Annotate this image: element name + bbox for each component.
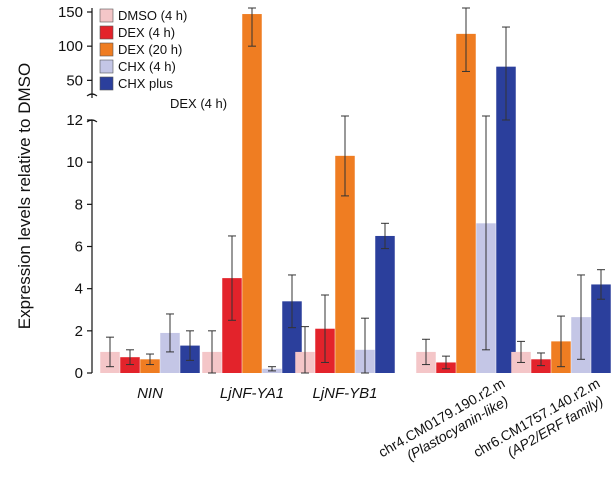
legend-swatch	[99, 25, 114, 40]
legend-label: DEX (4 h)	[118, 25, 175, 40]
bar	[456, 33, 476, 373]
bar	[375, 235, 395, 373]
y-tick-label: 4	[75, 281, 83, 298]
category-label: LjNF-YB1	[312, 385, 377, 402]
legend-label: DEX (20 h)	[118, 42, 182, 57]
legend-swatch	[99, 8, 114, 23]
bar	[222, 278, 242, 373]
y-tick-label: 2	[75, 323, 83, 340]
bar	[335, 155, 355, 373]
bar	[160, 332, 180, 373]
legend-label: CHX (4 h)	[118, 59, 176, 74]
category-label: NIN	[137, 385, 163, 402]
legend-label-continuation: DEX (4 h)	[170, 96, 227, 111]
y-axis-label: Expression levels relative to DMSO	[15, 63, 34, 329]
y-tick-label: 50	[66, 72, 83, 89]
legend-label: DMSO (4 h)	[118, 8, 187, 23]
bar	[140, 359, 160, 373]
bar	[120, 357, 140, 373]
y-tick-label: 0	[75, 365, 83, 382]
legend-swatch	[99, 42, 114, 57]
category-label: LjNF-YA1	[220, 385, 284, 402]
bar	[531, 359, 551, 373]
y-tick-label: 150	[58, 4, 83, 21]
legend-swatch	[99, 76, 114, 91]
legend-swatch	[99, 59, 114, 74]
y-tick-label: 10	[66, 154, 83, 171]
axis-break-mark-upper	[86, 93, 98, 97]
y-tick-label: 100	[58, 38, 83, 55]
y-tick-label: 12	[66, 112, 83, 129]
category-label-group: chr4.CM0179.190.r2.m(Plastocyanin-like)	[375, 375, 510, 464]
y-tick-label: 8	[75, 196, 83, 213]
bar	[496, 66, 516, 374]
legend-label: CHX plus	[118, 76, 173, 91]
y-tick-label: 6	[75, 239, 83, 256]
bar	[242, 14, 262, 374]
bar	[591, 284, 611, 373]
